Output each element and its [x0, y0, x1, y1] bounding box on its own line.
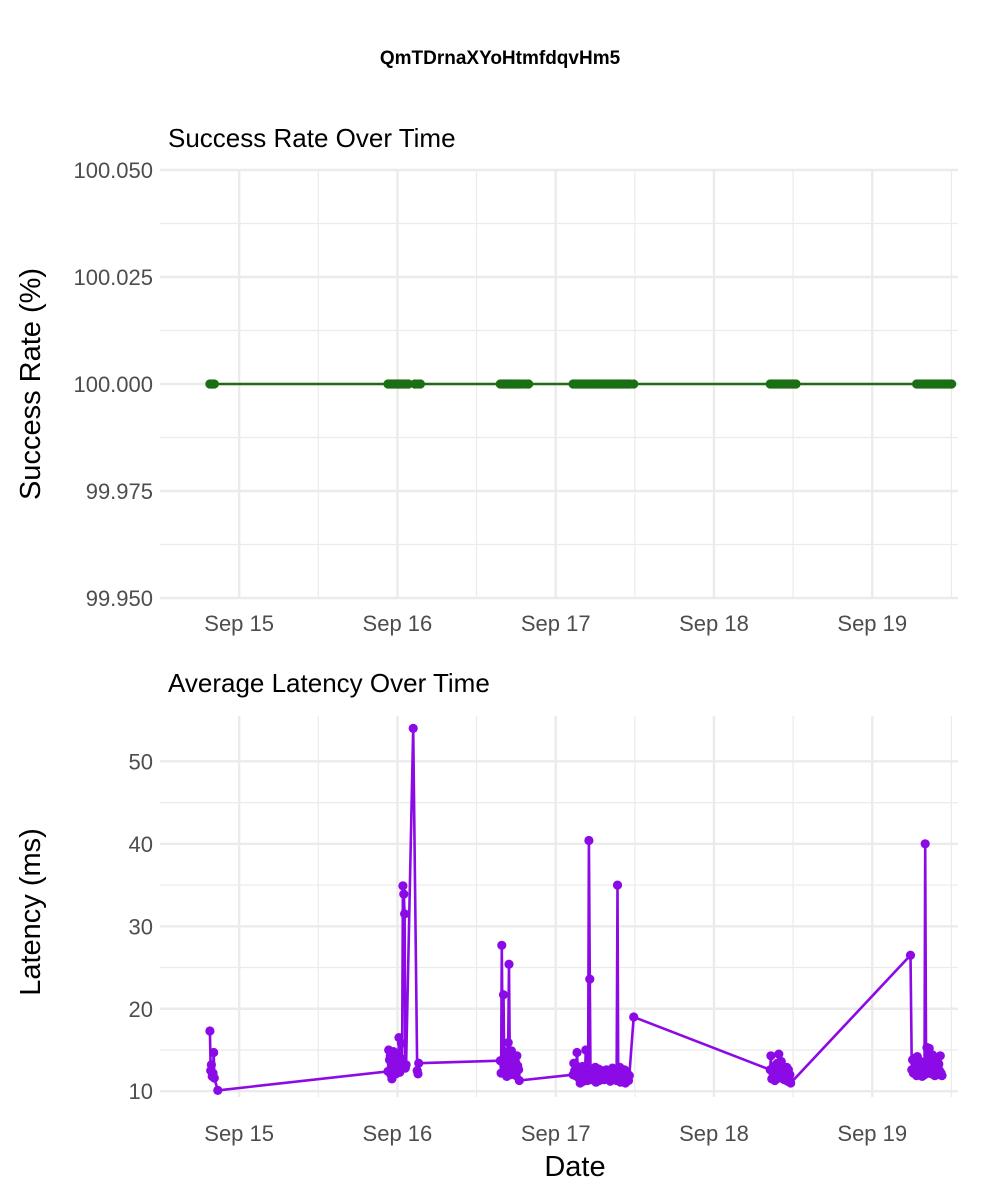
data-point [413, 1069, 423, 1079]
success-rate-gridlines [160, 168, 958, 600]
success-rate-panel: Success Rate Over Time 99.950 99.975 100.0… [15, 123, 958, 636]
x-tick-label: Sep 18 [679, 1121, 749, 1146]
data-point [776, 1056, 786, 1067]
data-point [408, 723, 418, 734]
latency-y-tick-labels: 10 20 30 40 50 [129, 749, 153, 1104]
data-point [205, 1026, 215, 1036]
y-tick-label: 100.025 [73, 265, 153, 290]
data-point [498, 990, 509, 1000]
latency-y-axis-label: Latency (ms) [15, 828, 47, 996]
latency-x-tick-labels: Sep 15 Sep 16 Sep 17 Sep 18 Sep 19 [204, 1121, 907, 1146]
y-tick-label: 40 [129, 832, 153, 857]
data-point [401, 1060, 411, 1070]
y-tick-label: 10 [129, 1079, 153, 1104]
data-point [584, 835, 594, 846]
data-point [947, 379, 957, 389]
success-rate-y-tick-labels: 99.950 99.975 100.000 100.025 100.050 [73, 158, 153, 611]
y-tick-label: 20 [129, 997, 153, 1022]
x-tick-label: Sep 16 [363, 611, 433, 636]
y-tick-label: 100.050 [73, 158, 153, 183]
data-point [403, 379, 414, 389]
x-tick-label: Sep 18 [679, 611, 749, 636]
data-point [209, 379, 219, 389]
data-point [585, 974, 595, 984]
success-rate-x-tick-labels: Sep 15 Sep 16 Sep 17 Sep 18 Sep 19 [204, 611, 907, 636]
data-point [400, 909, 410, 919]
data-point [396, 1053, 406, 1063]
x-tick-label: Sep 19 [837, 1121, 907, 1146]
data-point [524, 379, 534, 389]
data-point [414, 1058, 424, 1068]
data-point [512, 1051, 522, 1061]
success-rate-y-axis-label: Success Rate (%) [15, 268, 47, 500]
data-point [572, 1047, 582, 1058]
x-tick-label: Sep 16 [363, 1121, 433, 1146]
y-tick-label: 99.950 [86, 586, 153, 611]
x-tick-label: Sep 15 [204, 611, 274, 636]
data-point [514, 1075, 524, 1086]
data-point [213, 1085, 223, 1095]
data-point [774, 1049, 784, 1059]
latency-gridlines [160, 716, 958, 1097]
data-point [209, 1047, 219, 1058]
data-point [937, 1071, 947, 1081]
y-tick-label: 99.975 [86, 479, 153, 504]
y-tick-label: 50 [129, 749, 153, 774]
data-point [503, 1038, 513, 1048]
x-tick-label: Sep 15 [204, 1121, 274, 1146]
series-line [208, 727, 944, 1092]
data-point [504, 959, 514, 969]
data-point [399, 889, 409, 899]
data-point [935, 1051, 945, 1061]
data-point [497, 940, 507, 950]
data-point [624, 1071, 634, 1081]
success-rate-panel-title: Success Rate Over Time [168, 123, 456, 153]
x-tick-label: Sep 17 [521, 611, 591, 636]
latency-panel: Average Latency Over Time 10 20 30 40 50 Sep… [15, 668, 958, 1183]
data-point [514, 1065, 524, 1075]
latency-series [205, 723, 947, 1095]
data-point [209, 1073, 219, 1083]
success-rate-series [205, 379, 957, 389]
data-point [786, 1078, 796, 1088]
data-point [396, 1038, 406, 1048]
figure-title: QmTDrnaXYoHtmfdqvHm5 [380, 48, 621, 69]
data-point [581, 1045, 591, 1055]
data-point [629, 1012, 639, 1022]
data-point [415, 379, 425, 389]
data-point [905, 950, 916, 960]
x-axis-label: Date [544, 1151, 605, 1183]
latency-panel-title: Average Latency Over Time [168, 668, 490, 698]
y-tick-label: 30 [129, 914, 153, 939]
data-point [766, 1051, 776, 1061]
data-point [206, 1060, 216, 1070]
x-tick-label: Sep 17 [521, 1121, 591, 1146]
data-point [785, 1070, 795, 1080]
data-point [791, 379, 801, 389]
data-point [920, 839, 930, 849]
data-point [398, 881, 408, 891]
data-point [629, 379, 639, 389]
x-tick-label: Sep 19 [837, 611, 907, 636]
y-tick-label: 100.000 [73, 372, 153, 397]
data-point [612, 880, 623, 890]
